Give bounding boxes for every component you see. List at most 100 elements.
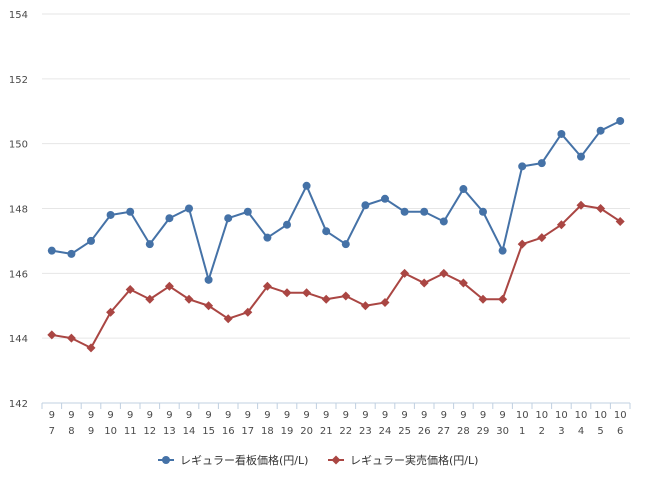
data-point bbox=[537, 159, 546, 168]
data-point bbox=[557, 129, 566, 138]
legend-marker-circle-icon bbox=[162, 456, 170, 464]
data-point bbox=[165, 214, 174, 223]
x-tick-label-day: 5 bbox=[597, 426, 603, 437]
series-lines bbox=[51, 120, 621, 349]
data-point bbox=[223, 314, 233, 324]
data-point bbox=[556, 220, 566, 230]
data-point bbox=[615, 216, 625, 226]
y-tick-label: 152 bbox=[9, 75, 28, 86]
x-tick-label-day: 13 bbox=[163, 426, 176, 437]
grid-lines bbox=[42, 13, 630, 339]
data-point bbox=[400, 207, 409, 216]
data-point bbox=[478, 294, 488, 304]
x-tick-label-month: 9 bbox=[49, 410, 55, 421]
x-tick-label-month: 9 bbox=[284, 410, 290, 421]
data-point bbox=[419, 278, 429, 288]
data-point bbox=[341, 240, 350, 249]
x-tick-label-day: 26 bbox=[418, 426, 431, 437]
x-tick-label-month: 9 bbox=[362, 410, 368, 421]
x-tick-label-day: 12 bbox=[143, 426, 156, 437]
legend-item-1[interactable]: レギュラー看板価格(円/L) bbox=[158, 453, 308, 467]
x-tick-label-day: 20 bbox=[300, 426, 313, 437]
series-line-1 bbox=[51, 120, 621, 281]
data-point bbox=[263, 233, 272, 242]
x-tick-label-month: 9 bbox=[186, 410, 192, 421]
data-point bbox=[576, 200, 586, 210]
series-markers bbox=[47, 116, 625, 353]
legend-item-2[interactable]: レギュラー実売価格(円/L) bbox=[328, 453, 478, 467]
y-tick-label: 146 bbox=[9, 269, 28, 280]
y-tick-label: 154 bbox=[9, 10, 28, 21]
x-tick-label-month: 9 bbox=[88, 410, 94, 421]
data-point bbox=[204, 301, 214, 311]
data-point bbox=[47, 330, 57, 340]
data-point bbox=[321, 294, 331, 304]
x-tick-label-day: 18 bbox=[261, 426, 274, 437]
x-tick-label-month: 9 bbox=[441, 410, 447, 421]
y-tick-label: 144 bbox=[9, 334, 28, 345]
x-tick-label-day: 8 bbox=[68, 426, 74, 437]
data-point bbox=[420, 207, 429, 216]
x-tick-label-day: 4 bbox=[578, 426, 584, 437]
data-point bbox=[459, 185, 468, 194]
data-point bbox=[125, 285, 135, 295]
data-point bbox=[518, 162, 527, 171]
data-point bbox=[185, 204, 193, 213]
x-tick-label-day: 2 bbox=[539, 426, 545, 437]
x-tick-label-month: 9 bbox=[323, 410, 329, 421]
data-point bbox=[498, 294, 508, 304]
data-point bbox=[341, 291, 351, 301]
y-tick-label: 142 bbox=[9, 399, 28, 410]
data-point bbox=[360, 301, 370, 311]
series-line-2 bbox=[51, 204, 621, 349]
x-tick-label-day: 24 bbox=[379, 426, 392, 437]
x-tick-label-month: 9 bbox=[245, 410, 251, 421]
data-point bbox=[439, 217, 448, 226]
data-point bbox=[164, 281, 174, 291]
data-point bbox=[145, 240, 154, 249]
data-point bbox=[302, 181, 311, 190]
x-tick-label-month: 9 bbox=[127, 410, 133, 421]
data-point bbox=[537, 233, 547, 243]
data-point bbox=[517, 239, 527, 249]
y-tick-label: 148 bbox=[9, 205, 28, 216]
data-point bbox=[47, 246, 56, 255]
data-point bbox=[126, 207, 135, 216]
data-point bbox=[479, 207, 487, 216]
data-point bbox=[224, 214, 233, 223]
data-point bbox=[86, 343, 96, 353]
x-tick-label-day: 29 bbox=[477, 426, 490, 437]
x-tick-label-month: 10 bbox=[575, 410, 588, 421]
x-tick-label-month: 9 bbox=[480, 410, 486, 421]
x-tick-label-day: 27 bbox=[437, 426, 450, 437]
x-tick-label-month: 10 bbox=[535, 410, 548, 421]
x-tick-label-day: 14 bbox=[183, 426, 196, 437]
data-point bbox=[184, 294, 194, 304]
y-tick-label: 150 bbox=[9, 140, 28, 151]
x-tick-label-month: 10 bbox=[516, 410, 529, 421]
x-tick-label-day: 9 bbox=[88, 426, 94, 437]
x-tick-label-day: 3 bbox=[558, 426, 564, 437]
data-point bbox=[67, 249, 76, 258]
x-tick-label-day: 28 bbox=[457, 426, 470, 437]
x-tick-label-month: 9 bbox=[303, 410, 309, 421]
legend-marker-diamond-icon bbox=[331, 455, 341, 465]
x-tick-label-day: 10 bbox=[104, 426, 117, 437]
x-tick-label-day: 23 bbox=[359, 426, 372, 437]
data-point bbox=[400, 268, 410, 278]
x-tick-label-day: 22 bbox=[339, 426, 352, 437]
x-tick-label-month: 9 bbox=[499, 410, 505, 421]
x-tick-label-day: 30 bbox=[496, 426, 509, 437]
x-tick-label-month: 9 bbox=[343, 410, 349, 421]
x-tick-label-day: 11 bbox=[124, 426, 137, 437]
data-point bbox=[302, 288, 312, 298]
x-tick-label-day: 25 bbox=[398, 426, 411, 437]
data-point bbox=[106, 210, 115, 219]
x-tick-label-day: 6 bbox=[617, 426, 623, 437]
x-tick-label-day: 17 bbox=[241, 426, 254, 437]
data-point bbox=[282, 288, 292, 298]
data-point bbox=[106, 307, 116, 317]
x-tick-label-month: 9 bbox=[401, 410, 407, 421]
x-tick-label-day: 21 bbox=[320, 426, 333, 437]
